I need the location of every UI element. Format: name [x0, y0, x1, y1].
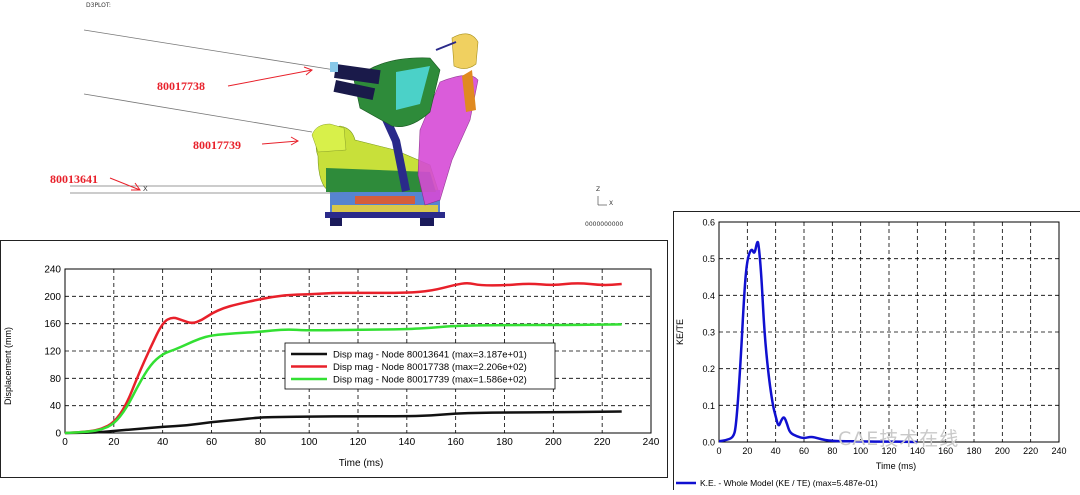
disp-series-line-2 [64, 323, 622, 435]
node-label-80013641: 80013641 [50, 172, 98, 186]
body-block-face [396, 66, 430, 110]
belt-webbing [372, 95, 410, 192]
disp-y-tick-label: 240 [44, 265, 61, 276]
ke-y-tick-label: 0.2 [702, 364, 715, 374]
seat-base-frame [325, 190, 445, 226]
disp-legend-label-1: Disp mag - Node 80017738 (max=2.206e+02) [333, 362, 527, 373]
node-label-80017739: 80017739 [193, 138, 241, 152]
ke-x-tick-label: 40 [771, 446, 781, 456]
disp-x-tick-label: 80 [255, 437, 267, 448]
triad-x-label: X [609, 200, 614, 207]
ke-x-axis-label: Time (ms) [876, 461, 916, 471]
arm-clamp [330, 62, 338, 72]
ke-y-tick-label: 0.1 [702, 401, 715, 411]
ke-x-tick-label: 80 [827, 446, 837, 456]
ke-legend: K.E. - Whole Model (KE / TE) (max=5.487e… [676, 478, 878, 488]
svg-text:X: X [143, 186, 148, 193]
ke-x-tick-label: 160 [938, 446, 953, 456]
disp-y-tick-label: 160 [44, 319, 61, 330]
ke-grid [718, 221, 1060, 443]
ke-x-tick-label: 240 [1051, 446, 1066, 456]
disp-series-line-0 [64, 410, 622, 435]
ke-x-tick-label: 220 [1023, 446, 1038, 456]
arm-upper [334, 64, 381, 85]
cushion-front-pad [311, 123, 347, 153]
displacement-chart-panel: 0 20 40 60 80 100 120 140 160 180 200 220 240 0 40 80 12… [0, 240, 668, 478]
ke-legend-label-0: K.E. - Whole Model (KE / TE) (max=5.487e… [700, 478, 878, 488]
ke-ticks: 0 20 40 60 80 100 120 140 160 180 200 220 240 0.0 0.1 0… [702, 218, 1066, 457]
backrest-rail [462, 70, 476, 112]
arrow-bottom [109, 177, 141, 191]
disp-y-tick-label: 0 [55, 429, 61, 440]
ke-x-tick-label: 120 [881, 446, 896, 456]
ke-y-tick-label: 0.6 [702, 218, 715, 228]
disp-y-axis-label: Displacement (mm) [3, 327, 13, 405]
ke-lines [718, 240, 918, 444]
disp-x-tick-label: 60 [206, 437, 218, 448]
disp-y-tick-label: 40 [50, 401, 62, 412]
node-label-80017738: 80017738 [157, 79, 205, 93]
ke-x-tick-label: 60 [799, 446, 809, 456]
disp-legend: Disp mag - Node 80013641 (max=3.187e+01)… [284, 342, 556, 390]
disp-legend-box [284, 342, 556, 390]
disp-y-tick-label: 80 [50, 374, 62, 385]
disp-x-tick-label: 120 [350, 437, 367, 448]
disp-y-tick-label: 200 [44, 292, 61, 303]
axis-triad [597, 196, 607, 206]
ke-y-axis-label: KE/TE [675, 319, 685, 345]
displacement-chart: 0 20 40 60 80 100 120 140 160 180 200 220 240 0 40 80 12… [3, 265, 660, 470]
ke-chart: 0 20 40 60 80 100 120 140 160 180 200 220 240 0.0 0.1 0… [675, 218, 1067, 489]
ke-x-tick-label: 20 [742, 446, 752, 456]
disp-x-tick-label: 0 [62, 437, 68, 448]
ke-x-tick-label: 200 [995, 446, 1010, 456]
disp-grid [64, 268, 652, 434]
ke-series-line-0 [718, 240, 918, 444]
disp-x-tick-label: 100 [301, 437, 318, 448]
ke-x-tick-label: 0 [716, 446, 721, 456]
disp-x-tick-label: 220 [594, 437, 611, 448]
disp-y-tick-label: 120 [44, 347, 61, 358]
ke-y-tick-label: 0.3 [702, 328, 715, 338]
ke-y-tick-label: 0.0 [702, 438, 715, 448]
disp-x-axis-label: Time (ms) [339, 458, 384, 469]
disp-legend-label-2: Disp mag - Node 80017739 (max=1.586e+02) [333, 375, 527, 386]
ke-chart-panel: 0 20 40 60 80 100 120 140 160 180 200 220 240 0.0 0.1 0… [673, 211, 1080, 490]
ke-x-tick-label: 140 [910, 446, 925, 456]
disp-x-tick-label: 20 [108, 437, 120, 448]
disp-x-tick-label: 180 [496, 437, 513, 448]
seat-backrest [417, 75, 479, 206]
watermark: CAE技术在线 [838, 428, 960, 450]
ke-y-tick-label: 0.4 [702, 291, 715, 301]
model-view: D3PLOT: X [0, 0, 680, 238]
disp-ticks: 0 20 40 60 80 100 120 140 160 180 200 220 240 0 40 80 12… [44, 265, 659, 449]
ke-x-tick-label: 100 [853, 446, 868, 456]
ke-x-tick-label: 180 [966, 446, 981, 456]
disp-lines [64, 282, 622, 435]
disp-x-tick-label: 140 [398, 437, 415, 448]
triad-z-label: Z [596, 186, 601, 193]
arm-lower [333, 80, 376, 101]
seat-illustration: X [70, 29, 607, 226]
pull-line-top [83, 29, 336, 71]
disp-x-tick-label: 160 [447, 437, 464, 448]
arrow-top [227, 66, 313, 87]
disp-x-tick-label: 40 [157, 437, 169, 448]
headrest [451, 33, 479, 69]
ke-y-tick-label: 0.5 [702, 254, 715, 264]
disp-legend-label-0: Disp mag - Node 80013641 (max=3.187e+01) [333, 350, 527, 361]
view-footer: 0000000000 [585, 221, 624, 228]
disp-x-tick-label: 200 [545, 437, 562, 448]
pull-line-middle [83, 93, 313, 133]
plot-title: D3PLOT: [86, 2, 111, 9]
arrow-middle [261, 136, 300, 146]
disp-series-line-1 [64, 282, 622, 435]
disp-x-tick-label: 240 [643, 437, 660, 448]
